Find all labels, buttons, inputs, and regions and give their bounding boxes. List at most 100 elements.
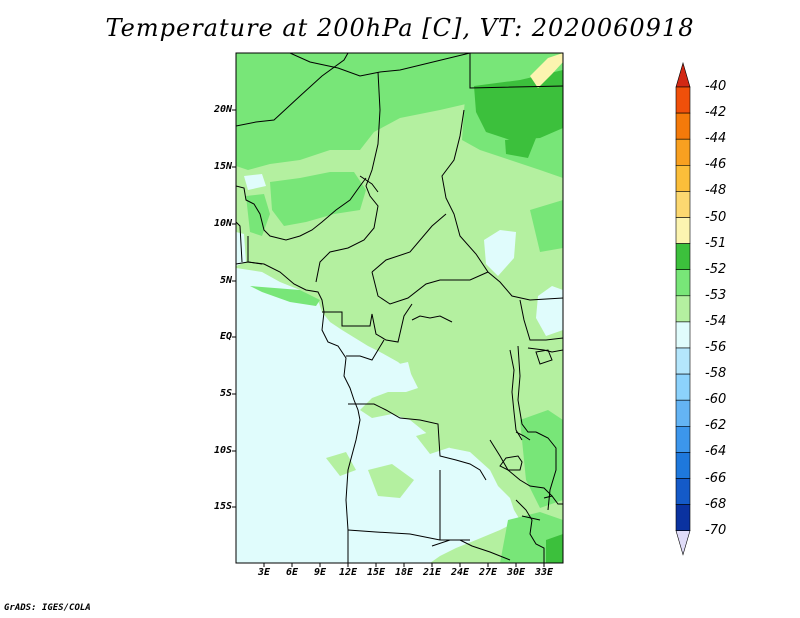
lat-label-10n: 10N bbox=[213, 218, 232, 229]
field-dark-green-ne-2 bbox=[505, 138, 536, 158]
field-yellow-corner bbox=[530, 53, 563, 88]
field-green-patch-south-2 bbox=[368, 464, 414, 498]
colorbar-segment bbox=[675, 86, 691, 114]
field-mid-green-center-strip bbox=[250, 286, 320, 306]
colorbar-label: -51 bbox=[705, 235, 727, 251]
colorbar-label: -64 bbox=[705, 444, 727, 460]
border-malawi bbox=[515, 499, 545, 563]
colorbar-segment bbox=[675, 112, 691, 140]
field-green-patch-south-3 bbox=[416, 428, 454, 454]
border-angola bbox=[348, 403, 487, 481]
colorbar-segment bbox=[675, 347, 691, 375]
lon-label-21e: 21E bbox=[422, 567, 442, 578]
coast-south-1 bbox=[431, 539, 470, 547]
field-mid-green-north bbox=[236, 53, 470, 170]
colorbar-segment bbox=[675, 243, 691, 271]
border-zambia-2 bbox=[489, 439, 553, 497]
colorbar-label: -58 bbox=[705, 366, 727, 382]
lat-label-eq: EQ bbox=[219, 331, 232, 342]
colorbar-top-arrow bbox=[675, 61, 691, 88]
colorbar-label: -68 bbox=[705, 496, 727, 512]
colorbar-bottom-arrow bbox=[675, 530, 691, 556]
temperature-field bbox=[236, 53, 563, 563]
colorbar-segment bbox=[675, 399, 691, 427]
colorbar-label: -70 bbox=[705, 522, 727, 538]
lon-label-30e: 30E bbox=[506, 567, 526, 578]
lon-label-3e: 3E bbox=[257, 567, 271, 578]
border-lake-chad bbox=[359, 175, 379, 193]
border-nigeria bbox=[236, 177, 367, 241]
colorbar-label: -53 bbox=[705, 287, 727, 303]
colorbar-label: -46 bbox=[705, 157, 727, 173]
colorbar-label: -56 bbox=[705, 340, 727, 355]
colorbar-segment bbox=[675, 269, 691, 297]
lake-2 bbox=[499, 455, 523, 471]
axis-ticks bbox=[232, 109, 545, 567]
lake-5 bbox=[521, 515, 541, 521]
lat-label-10s: 10S bbox=[213, 445, 232, 456]
field-cyan-southwest bbox=[236, 268, 520, 563]
coastline-west bbox=[236, 261, 361, 563]
lon-label-24e: 24E bbox=[450, 567, 470, 578]
border-sudan bbox=[441, 109, 563, 301]
colorbar-label: -60 bbox=[705, 392, 727, 408]
chart-title: Temperature at 200hPa [C], VT: 202006091… bbox=[105, 14, 695, 42]
colorbar-label: -52 bbox=[705, 261, 727, 277]
field-mid-green-west bbox=[246, 194, 270, 236]
border-congo-gabon bbox=[322, 303, 413, 343]
field-mid-green-band-2 bbox=[270, 172, 366, 226]
colorbar-label: -44 bbox=[705, 131, 727, 147]
lon-label-9e: 9E bbox=[313, 567, 327, 578]
lake-4 bbox=[515, 431, 531, 441]
colorbar-segment bbox=[675, 452, 691, 479]
border-benin bbox=[236, 221, 243, 263]
border-car bbox=[371, 271, 489, 305]
lon-label-12e: 12E bbox=[338, 567, 358, 578]
lon-label-6e: 6E bbox=[285, 567, 299, 578]
border-tanzania bbox=[535, 431, 557, 511]
colorbar-segment bbox=[675, 191, 691, 218]
colorbar-segment bbox=[675, 504, 691, 532]
colorbar-segment bbox=[675, 321, 691, 349]
lat-label-20n: 20N bbox=[213, 104, 232, 115]
border-drc-west bbox=[346, 339, 385, 361]
lake-1 bbox=[411, 315, 453, 323]
field-cyan-patch-4 bbox=[244, 174, 266, 190]
field-dark-green-se bbox=[546, 534, 563, 563]
border-moz bbox=[543, 495, 563, 505]
lon-label-27e: 27E bbox=[478, 567, 498, 578]
colorbar-label: -40 bbox=[705, 79, 727, 94]
lake-3 bbox=[535, 349, 553, 365]
border-car-south bbox=[371, 213, 447, 273]
colorbar-segment bbox=[675, 478, 691, 505]
colorbar-segment bbox=[675, 165, 691, 192]
border-east-lakes bbox=[509, 349, 523, 441]
credit-text: GrADS: IGES/COLA bbox=[4, 603, 91, 613]
colorbar-segment bbox=[675, 373, 691, 401]
border-chad-east bbox=[469, 53, 563, 89]
colorbar-label: -42 bbox=[705, 105, 727, 121]
border-north-2 bbox=[289, 53, 471, 77]
colorbar-segment bbox=[675, 217, 691, 244]
border-cameroon bbox=[247, 236, 263, 265]
country-borders bbox=[236, 53, 563, 563]
lon-label-33e: 33E bbox=[534, 567, 554, 578]
colorbar-label: -54 bbox=[705, 313, 727, 329]
lat-label-15s: 15S bbox=[213, 501, 232, 512]
colorbar-label: -50 bbox=[705, 209, 727, 225]
lat-label-15n: 15N bbox=[213, 161, 232, 172]
colorbar-segment bbox=[675, 138, 691, 166]
border-north-1 bbox=[236, 53, 349, 127]
colorbar-label: -66 bbox=[705, 470, 727, 486]
colorbar-segment bbox=[675, 425, 691, 453]
border-east-lakes-2 bbox=[517, 345, 536, 433]
colorbar-segment bbox=[675, 295, 691, 323]
lat-label-5s: 5S bbox=[219, 388, 232, 399]
colorbar-label: -62 bbox=[705, 418, 727, 434]
lon-label-18e: 18E bbox=[394, 567, 414, 578]
field-cyan-patch-3 bbox=[390, 362, 414, 388]
colorbar bbox=[675, 61, 691, 556]
lat-label-5n: 5N bbox=[219, 275, 232, 286]
colorbar-label: -48 bbox=[705, 183, 727, 199]
